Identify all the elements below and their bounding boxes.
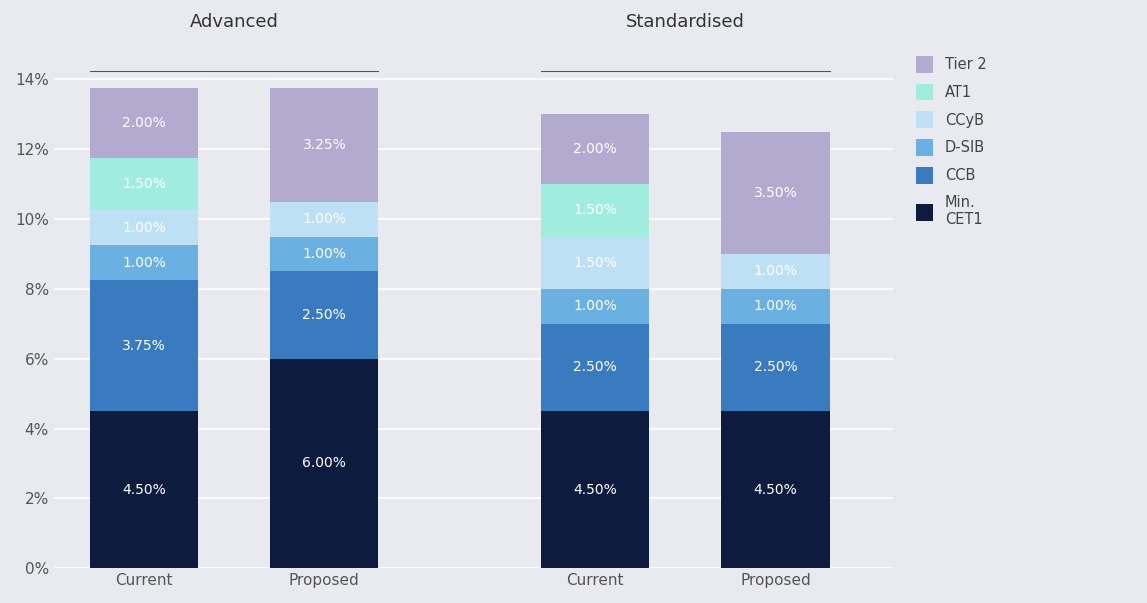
Bar [89,245,198,280]
Bar [721,411,829,568]
Bar [541,324,649,411]
Bar [89,88,198,158]
Text: 1.50%: 1.50% [122,177,166,191]
Bar [541,236,649,289]
Text: 1.50%: 1.50% [574,256,617,270]
Text: 2.50%: 2.50% [754,361,797,374]
Bar [541,184,649,236]
Text: 1.50%: 1.50% [574,203,617,218]
Bar [89,280,198,411]
Legend: Tier 2, AT1, CCyB, D-SIB, CCB, Min.
CET1: Tier 2, AT1, CCyB, D-SIB, CCB, Min. CET1 [908,48,993,235]
Text: 4.50%: 4.50% [574,482,617,497]
Text: 2.00%: 2.00% [574,142,617,156]
Text: 4.50%: 4.50% [754,482,797,497]
Bar [541,115,649,184]
Bar [541,289,649,324]
Text: Advanced: Advanced [189,13,279,31]
Text: 1.00%: 1.00% [122,256,166,270]
Bar [271,201,379,236]
Bar [721,289,829,324]
Bar [89,210,198,245]
Text: 6.00%: 6.00% [303,456,346,470]
Text: 1.00%: 1.00% [754,265,797,279]
Text: 1.00%: 1.00% [574,299,617,314]
Text: 2.50%: 2.50% [303,308,346,322]
Text: 1.00%: 1.00% [754,299,797,314]
Text: 1.00%: 1.00% [122,221,166,235]
Bar [721,132,829,254]
Text: Standardised: Standardised [626,13,744,31]
Bar [271,271,379,359]
Bar [271,236,379,271]
Text: 2.50%: 2.50% [574,361,617,374]
Text: 1.00%: 1.00% [303,247,346,261]
Text: 4.50%: 4.50% [122,482,166,497]
Bar [271,88,379,201]
Text: 3.75%: 3.75% [122,339,166,353]
Text: 1.00%: 1.00% [303,212,346,226]
Bar [271,359,379,568]
Bar [89,158,198,210]
Text: 2.00%: 2.00% [122,116,166,130]
Bar [721,254,829,289]
Text: 3.50%: 3.50% [754,186,797,200]
Text: 3.25%: 3.25% [303,138,346,152]
Bar [541,411,649,568]
Bar [89,411,198,568]
Bar [721,324,829,411]
